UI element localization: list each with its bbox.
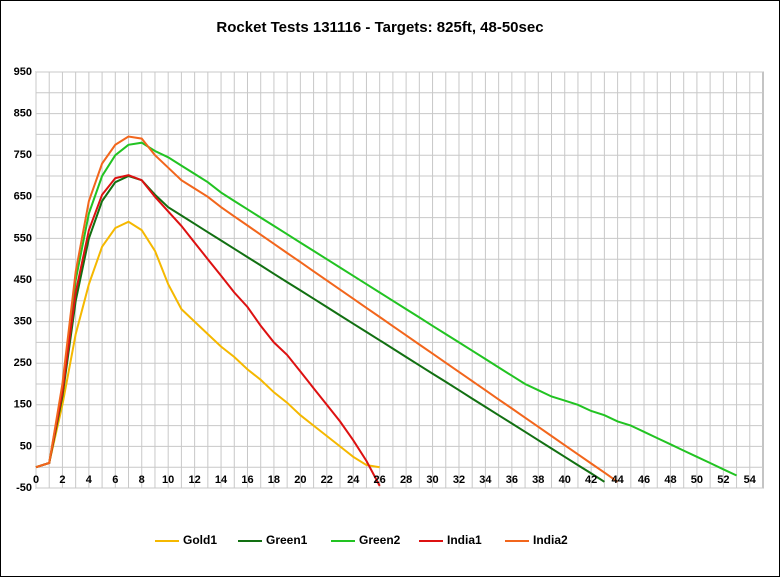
x-tick-label: 8 — [139, 474, 145, 486]
chart-title: Rocket Tests 131116 - Targets: 825ft, 48… — [216, 19, 543, 36]
y-tick-label: 750 — [14, 149, 32, 161]
x-tick-label: 44 — [611, 474, 624, 486]
legend-label: Green1 — [266, 533, 308, 547]
x-tick-label: 32 — [453, 474, 465, 486]
y-tick-label: 650 — [14, 191, 32, 203]
legend-label: India1 — [447, 533, 482, 547]
y-tick-label: 50 — [20, 440, 32, 452]
x-tick-label: 54 — [744, 474, 757, 486]
x-tick-label: 38 — [532, 474, 544, 486]
x-tick-label: 20 — [294, 474, 306, 486]
x-tick-label: 52 — [717, 474, 729, 486]
x-tick-label: 48 — [664, 474, 676, 486]
x-tick-label: 46 — [638, 474, 650, 486]
data-line — [35, 141, 738, 477]
y-tick-label: 250 — [14, 357, 32, 369]
grid — [35, 71, 764, 489]
y-tick-label: 550 — [14, 232, 32, 244]
y-tick-label: 150 — [14, 399, 32, 411]
x-tick-label: 18 — [268, 474, 280, 486]
x-tick-label: 10 — [162, 474, 174, 486]
x-tick-label: 14 — [215, 474, 228, 486]
legend-label: India2 — [533, 533, 568, 547]
lines — [35, 135, 738, 487]
x-tick-label: 28 — [400, 474, 412, 486]
x-tick-label: 2 — [59, 474, 65, 486]
x-tick-label: 26 — [374, 474, 386, 486]
x-tick-label: 34 — [479, 474, 492, 486]
x-tick-label: 42 — [585, 474, 597, 486]
data-line — [35, 174, 381, 487]
x-tick-label: 4 — [86, 474, 93, 486]
x-tick-label: 12 — [188, 474, 200, 486]
legend: Gold1 Green1 Green2 India1 India2 — [155, 533, 568, 547]
x-tick-label: 0 — [33, 474, 39, 486]
x-tick-label: 30 — [426, 474, 438, 486]
legend-label: Gold1 — [183, 533, 217, 547]
y-tick-label: 950 — [14, 66, 32, 78]
x-tick-label: 50 — [691, 474, 703, 486]
x-tick-label: 24 — [347, 474, 360, 486]
x-tick-label: 22 — [321, 474, 333, 486]
x-tick-label: 36 — [506, 474, 518, 486]
y-tick-label: 850 — [14, 108, 32, 120]
legend-label: Green2 — [359, 533, 401, 547]
data-line — [35, 135, 619, 483]
y-tick-label: 350 — [14, 316, 32, 328]
x-tick-label: 40 — [559, 474, 571, 486]
y-tick-label: -50 — [16, 482, 32, 494]
x-tick-label: 16 — [241, 474, 253, 486]
data-line — [35, 220, 380, 469]
x-tick-label: 6 — [112, 474, 118, 486]
y-tick-label: 450 — [14, 274, 32, 286]
